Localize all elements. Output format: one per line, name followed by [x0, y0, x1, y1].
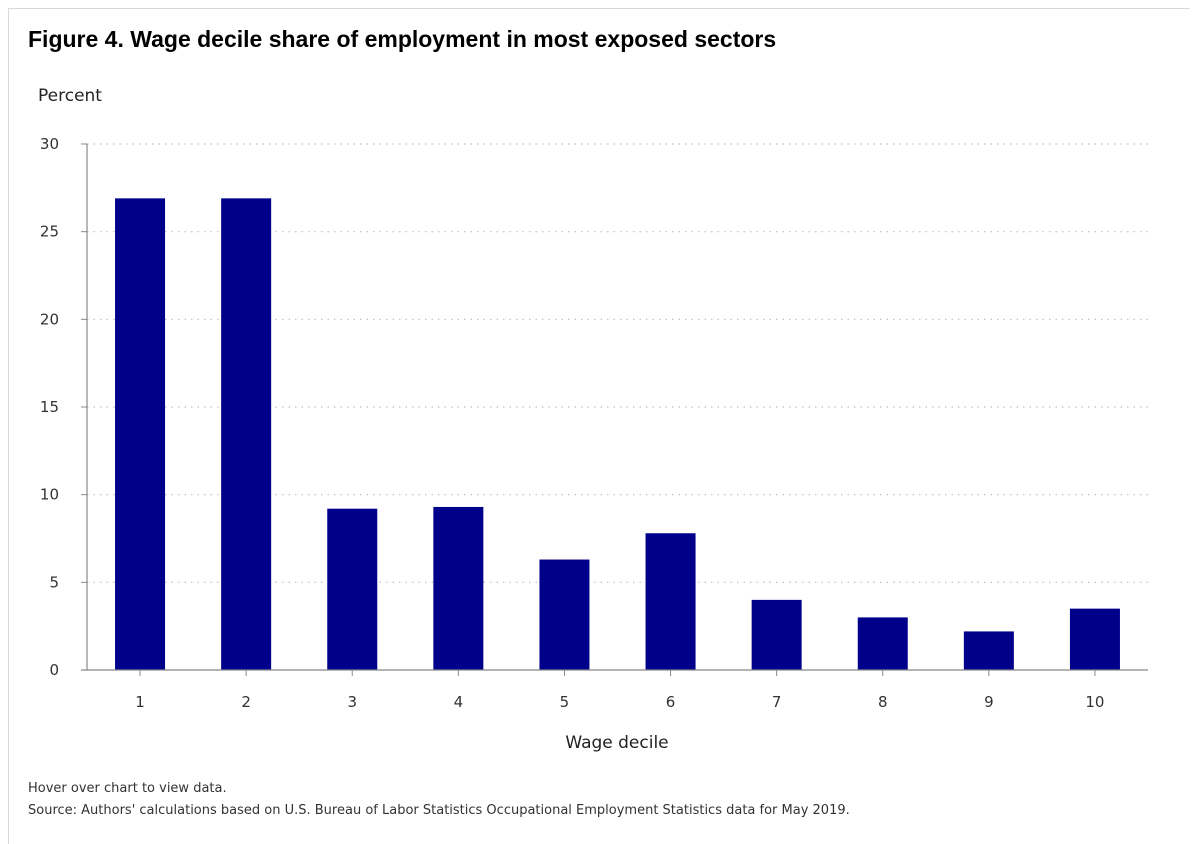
bar[interactable]	[221, 198, 272, 670]
y-tick-label: 10	[40, 486, 59, 504]
bar[interactable]	[645, 533, 696, 670]
x-axis-title: Wage decile	[565, 733, 668, 753]
x-tick-label: 4	[454, 693, 464, 711]
chart-title: Figure 4. Wage decile share of employmen…	[28, 26, 777, 52]
axes	[81, 143, 1148, 676]
x-tick-label: 8	[878, 693, 888, 711]
x-tick-label: 7	[772, 693, 782, 711]
bars	[115, 198, 1120, 670]
y-tick-label: 15	[40, 398, 59, 416]
bar[interactable]	[963, 631, 1014, 670]
bar[interactable]	[1069, 608, 1120, 670]
bar[interactable]	[327, 508, 378, 670]
x-tick-label: 9	[984, 693, 994, 711]
source-note: Source: Authors' calculations based on U…	[28, 803, 850, 818]
bar[interactable]	[433, 506, 484, 670]
y-tick-label: 30	[40, 135, 59, 153]
x-tick-label: 10	[1085, 693, 1104, 711]
x-tick-label: 3	[347, 693, 357, 711]
chart-frame	[8, 8, 1190, 844]
bar[interactable]	[751, 599, 802, 670]
bar[interactable]	[115, 198, 166, 670]
y-tick-labels: 0 5 10 15 20 25 30	[40, 135, 59, 679]
x-tick-labels: 1 2 3 4 5 6 7 8 9 10	[135, 693, 1104, 711]
x-tick-label: 2	[241, 693, 251, 711]
hover-note: Hover over chart to view data.	[28, 781, 227, 796]
bar[interactable]	[857, 617, 908, 670]
x-tick-label: 6	[666, 693, 676, 711]
y-tick-label: 20	[40, 310, 59, 328]
x-tick-label: 1	[135, 693, 145, 711]
y-tick-label: 0	[49, 661, 59, 679]
y-tick-label: 5	[49, 573, 59, 591]
y-tick-label: 25	[40, 223, 59, 241]
bar[interactable]	[539, 559, 590, 670]
y-axis-title: Percent	[38, 86, 102, 106]
x-tick-label: 5	[560, 693, 570, 711]
